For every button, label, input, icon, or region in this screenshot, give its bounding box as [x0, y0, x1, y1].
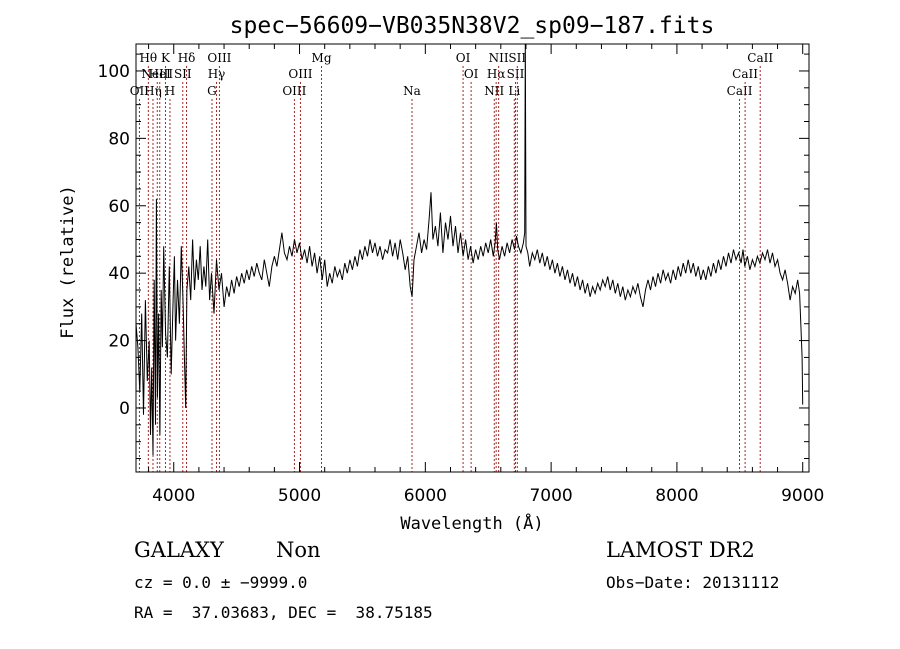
y-tick-label: 80 — [108, 129, 130, 149]
y-axis-label: Flux (relative) — [58, 185, 78, 339]
obs-date: Obs−Date: 20131112 — [606, 573, 780, 592]
line-label-9: G — [207, 84, 217, 98]
line-label-13: OIII — [288, 67, 312, 81]
line-label-5: K — [161, 51, 171, 65]
spectrum-series — [136, 44, 804, 456]
object-class: GALAXY — [134, 538, 224, 562]
line-label-16: OI — [456, 51, 471, 65]
chart-title: spec−56609−VB035N38V2_sp09−187.fits — [230, 13, 715, 39]
line-label-15: Na — [403, 84, 421, 98]
x-axis-label: Wavelength (Å) — [400, 512, 543, 534]
line-label-2: Hη — [144, 84, 162, 98]
x-tick-label: 5000 — [278, 486, 321, 506]
redshift-cz: cz = 0.0 ± −9999.0 — [134, 573, 308, 592]
y-tick-label: 20 — [108, 332, 130, 352]
line-label-26: CaII — [747, 51, 773, 65]
object-subclass: Non — [276, 538, 321, 562]
line-label-10: Hγ — [208, 67, 226, 81]
line-label-6: H — [165, 84, 175, 98]
x-tick-label: 7000 — [529, 486, 572, 506]
line-label-21: Li — [508, 84, 520, 98]
y-tick-label: 60 — [108, 197, 130, 217]
line-label-19: Hα — [487, 67, 506, 81]
line-label-20: NII — [489, 51, 509, 65]
plot-frame — [135, 43, 810, 473]
line-label-24: CaII — [727, 84, 753, 98]
x-tick-label: 4000 — [152, 486, 195, 506]
plot-axes: 4000 5000 6000 7000 8000 9000 0 20 40 60 80 100 — [98, 43, 824, 506]
line-label-8: Hδ — [178, 51, 196, 65]
line-label-11: OIII — [207, 51, 231, 65]
line-label-14: Mg — [312, 51, 332, 65]
line-label-22: SII — [507, 67, 525, 81]
y-tick-label: 40 — [108, 264, 130, 284]
line-label-1: Hθ — [139, 51, 157, 65]
x-tick-label: 9000 — [781, 486, 824, 506]
line-label-4: HeI — [149, 67, 172, 81]
spectrum-line — [136, 44, 804, 456]
line-label-18: NII — [484, 84, 504, 98]
survey-label: LAMOST DR2 — [606, 538, 755, 562]
y-tick-label: 100 — [98, 62, 130, 82]
line-label-12: OIII — [282, 84, 306, 98]
spectral-line-markers: OIIHθHηNeIIIHeIKHSIIHδGHγOIIIOIIIOIIIMgN… — [130, 51, 773, 472]
coordinates: RA = 37.03683, DEC = 38.75185 — [134, 603, 433, 622]
y-tick-label: 0 — [119, 399, 130, 419]
line-label-23: SII — [508, 51, 526, 65]
x-tick-label: 8000 — [655, 486, 698, 506]
line-label-7: SII — [174, 67, 192, 81]
line-label-17: OI — [464, 67, 479, 81]
line-label-0: OII — [130, 84, 150, 98]
line-label-25: CaII — [732, 67, 758, 81]
x-tick-label: 6000 — [404, 486, 447, 506]
